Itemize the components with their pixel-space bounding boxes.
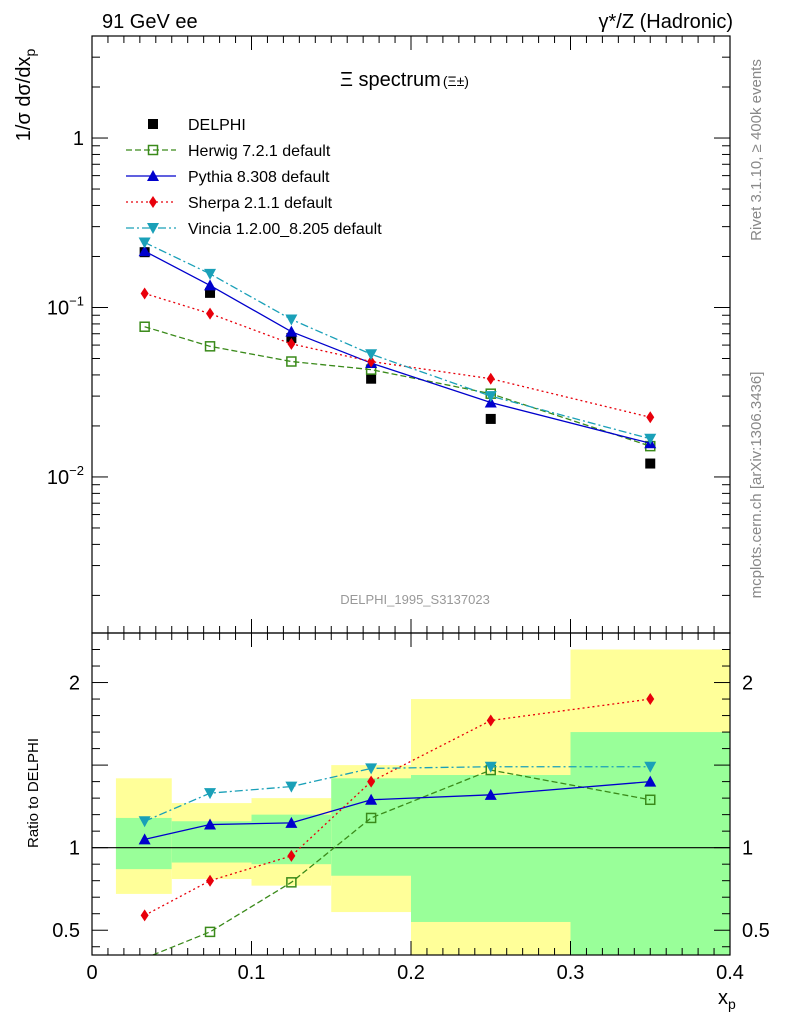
ratio-point-vincia xyxy=(138,816,151,828)
ratio-line-vincia xyxy=(144,766,651,822)
data-point-herwig xyxy=(139,321,150,332)
ratio-point-pythia xyxy=(138,833,151,845)
ratio-axis-label: Ratio to DELPHI xyxy=(25,738,42,848)
ratio-point-herwig xyxy=(286,877,297,888)
data-point-vincia xyxy=(138,237,151,249)
y-tick-label: 10−2 xyxy=(47,463,84,489)
x-tick-label: 0.3 xyxy=(557,962,585,984)
y-axis-label-main: 1/σ dσ/dx xyxy=(13,57,35,142)
x-tick-label: 0 xyxy=(86,962,97,984)
ratio-point-sherpa xyxy=(646,693,655,706)
legend-marker-delphi xyxy=(148,119,158,129)
ratio-point-herwig xyxy=(204,926,216,938)
data-point-delphi xyxy=(485,413,496,424)
legend-label-sherpa: Sherpa 2.1.1 default xyxy=(188,195,333,212)
y-axis-label-sub: p xyxy=(22,49,38,57)
rivet-label: Rivet 3.1.10, ≥ 400k events xyxy=(748,59,765,241)
ratio-y-tick-label-left: 2 xyxy=(69,673,80,695)
x-tick-label: 0.4 xyxy=(716,962,744,984)
x-axis-label-main: x xyxy=(718,987,728,1009)
ratio-frame xyxy=(91,632,731,956)
header-left: 91 GeV ee xyxy=(102,11,198,33)
legend-label-pythia: Pythia 8.308 default xyxy=(188,169,330,186)
legend: DELPHI Herwig 7.2.1 default Pythia 8.308 d… xyxy=(126,117,382,238)
x-axis-label-sub: p xyxy=(728,996,736,1012)
data-point-vincia xyxy=(484,391,497,403)
chart-title-suffix: (Ξ±) xyxy=(443,73,469,89)
ratio-point-sherpa xyxy=(486,714,495,727)
ratio-point-vincia xyxy=(285,781,298,793)
series-line-herwig xyxy=(144,326,651,447)
data-point-sherpa xyxy=(367,355,376,368)
ratio-point-vincia xyxy=(644,761,657,773)
series-line-sherpa xyxy=(144,292,651,418)
data-point-delphi xyxy=(366,373,377,384)
data-point-delphi xyxy=(205,287,216,298)
data-point-pythia xyxy=(285,325,298,337)
ratio-y-tick-label-right: 0.5 xyxy=(742,920,770,942)
ratio-point-pythia xyxy=(644,775,657,787)
y-tick-label: 1 xyxy=(73,128,84,150)
ratio-line-herwig xyxy=(151,769,651,955)
ratio-line-sherpa xyxy=(144,698,651,916)
chart-title-main: Ξ spectrum xyxy=(340,69,441,91)
watermark: DELPHI_1995_S3137023 xyxy=(340,592,490,607)
x-axis-label: xp xyxy=(718,987,736,1012)
data-point-sherpa xyxy=(646,411,655,424)
uncertainty-band-green xyxy=(331,778,411,876)
y-tick-label: 10−1 xyxy=(47,293,84,319)
header-right: γ*/Z (Hadronic) xyxy=(599,11,733,33)
data-point-delphi xyxy=(645,458,656,469)
ratio-point-pythia xyxy=(484,788,497,800)
data-point-pythia xyxy=(138,245,151,257)
ratio-series-group xyxy=(138,693,657,955)
y-axis-label: 1/σ dσ/dxp xyxy=(13,49,38,142)
series-line-vincia xyxy=(144,241,651,440)
legend-label-delphi: DELPHI xyxy=(188,117,246,134)
chart-title: Ξ spectrum (Ξ±) xyxy=(340,69,469,91)
ratio-point-sherpa xyxy=(206,874,215,887)
ratio-y-tick-label-right: 2 xyxy=(742,673,753,695)
ratio-point-herwig xyxy=(645,794,656,806)
x-tick-label: 0.1 xyxy=(238,962,266,984)
legend-label-herwig: Herwig 7.2.1 default xyxy=(188,143,331,160)
data-point-vincia xyxy=(644,433,657,445)
ratio-point-sherpa xyxy=(287,849,296,862)
ratio-point-pythia xyxy=(204,818,217,830)
ratio-point-pythia xyxy=(365,793,378,805)
legend-label-vincia: Vincia 1.2.00_8.205 default xyxy=(188,221,382,238)
ratio-point-pythia xyxy=(285,816,298,828)
data-point-sherpa xyxy=(206,307,215,320)
mcplots-label: mcplots.cern.ch [arXiv:1306.3436] xyxy=(748,372,765,599)
ratio-point-vincia xyxy=(365,763,378,775)
ratio-point-vincia xyxy=(204,788,217,800)
data-point-vincia xyxy=(204,268,217,280)
data-point-herwig xyxy=(204,341,216,352)
data-point-vincia xyxy=(285,314,298,326)
ratio-point-herwig xyxy=(365,812,377,824)
ratio-point-vincia xyxy=(484,761,497,773)
legend-marker-vincia xyxy=(147,223,159,234)
data-point-sherpa xyxy=(140,287,149,300)
legend-marker-pythia xyxy=(147,170,159,181)
x-tick-label: 0.2 xyxy=(397,962,425,984)
data-point-vincia xyxy=(365,349,378,361)
series-line-pythia xyxy=(144,250,651,444)
ratio-y-tick-label-right: 1 xyxy=(742,838,753,860)
data-point-sherpa xyxy=(486,372,495,385)
ratio-point-sherpa xyxy=(367,775,376,788)
data-point-sherpa xyxy=(287,337,296,350)
ratio-point-sherpa xyxy=(140,909,149,922)
legend-marker-herwig xyxy=(147,144,159,156)
ratio-y-tick-label-left: 0.5 xyxy=(52,920,80,942)
data-point-pythia xyxy=(204,279,217,291)
ratio-line-pythia xyxy=(144,780,651,841)
data-point-herwig xyxy=(286,356,297,367)
ratio-panel: 2 2 1 1 0.5 0.5 0 0.1 0.2 0.3 0.4 xyxy=(52,632,770,984)
legend-marker-sherpa xyxy=(149,196,157,208)
ratio-y-tick-label-left: 1 xyxy=(69,838,80,860)
